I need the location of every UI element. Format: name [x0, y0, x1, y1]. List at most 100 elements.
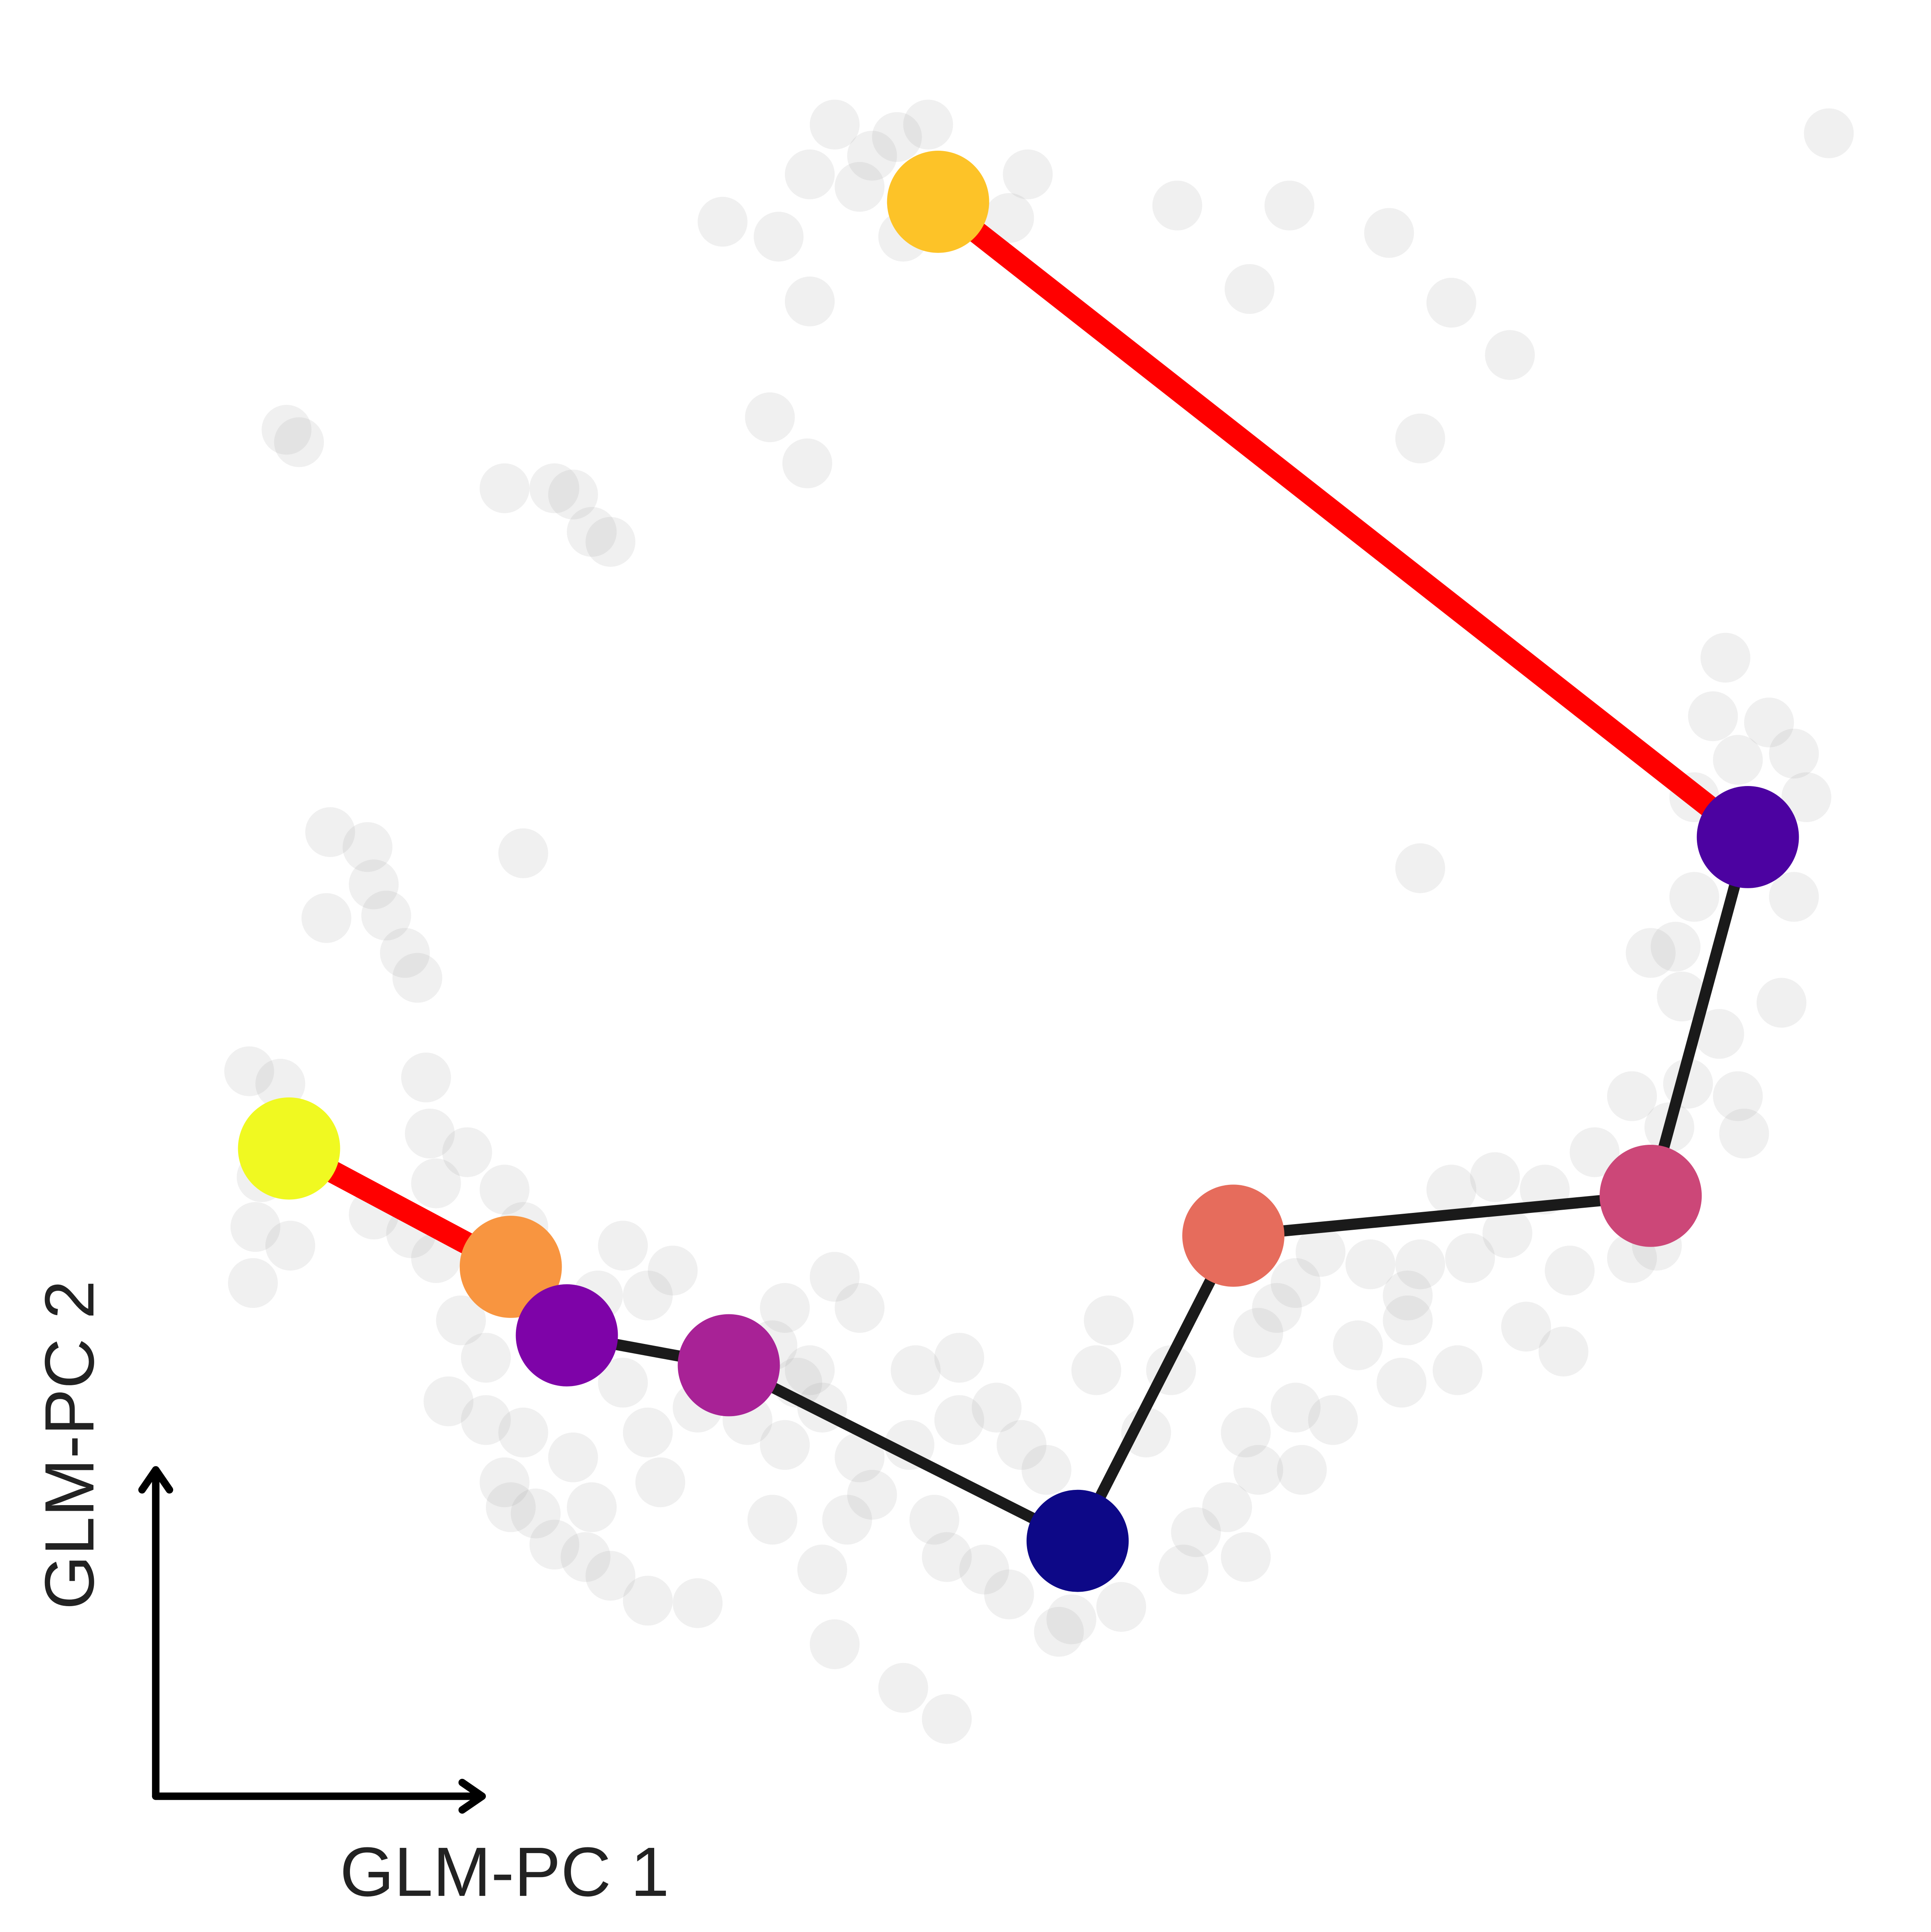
node	[459, 1216, 562, 1318]
cell-point	[1426, 278, 1476, 328]
cell-point	[511, 1488, 561, 1538]
cell-point	[934, 1395, 985, 1445]
cell-point	[1221, 1532, 1271, 1582]
cell-point	[598, 1358, 648, 1408]
cell-point	[1003, 149, 1053, 200]
cell-point	[1694, 1009, 1744, 1059]
cell-point	[305, 807, 355, 857]
cell-point	[1383, 1295, 1433, 1346]
cell-point	[835, 1432, 885, 1483]
cell-point	[1713, 1071, 1763, 1121]
cell-point	[1607, 1071, 1657, 1121]
cell-point	[461, 1333, 511, 1383]
cell-point	[1769, 728, 1819, 779]
cell-point	[934, 1333, 985, 1383]
y-arrow-head	[138, 1466, 174, 1494]
cell-point	[903, 99, 953, 150]
cell-point	[1700, 633, 1751, 683]
cell-point	[1383, 1270, 1433, 1321]
cell-point	[822, 1495, 872, 1545]
cell-point	[1445, 1233, 1495, 1283]
cell-point	[1021, 1445, 1072, 1495]
cell-point	[785, 149, 835, 200]
cell-point	[760, 1420, 810, 1470]
cell-point	[1626, 928, 1676, 978]
nodes	[238, 151, 1799, 1592]
cell-point	[411, 1158, 461, 1209]
cell-point	[1264, 180, 1314, 230]
cell-point	[567, 1482, 617, 1532]
cell-point	[529, 463, 580, 513]
edge	[1233, 1190, 1652, 1241]
cell-point	[1470, 1152, 1520, 1202]
cell-point	[1688, 691, 1738, 742]
cell-point	[909, 1495, 959, 1545]
cell-point	[548, 469, 598, 519]
cell-point	[1744, 697, 1794, 748]
cell-point	[548, 1432, 598, 1483]
cell-point	[442, 1127, 492, 1177]
cell-point	[405, 1108, 455, 1159]
cell-point	[1345, 1239, 1395, 1289]
cell-point	[436, 1295, 486, 1346]
cell-point	[1501, 1301, 1551, 1352]
cell-point	[479, 1457, 530, 1508]
cell-point	[835, 162, 885, 212]
cell-point	[265, 1221, 315, 1271]
cell-point	[585, 517, 635, 567]
cell-point	[1233, 1445, 1283, 1495]
node	[1599, 1144, 1702, 1247]
cell-point	[810, 1619, 860, 1669]
cell-point	[560, 1532, 611, 1582]
cell-point	[1569, 1127, 1620, 1177]
edge	[726, 1360, 1080, 1546]
cell-point	[1221, 1407, 1271, 1457]
cell-point	[479, 1164, 530, 1215]
cell-point	[810, 1252, 860, 1302]
cell-point	[261, 404, 311, 455]
cell-point	[1482, 1208, 1533, 1258]
cell-point	[648, 1245, 698, 1295]
cell-point	[1233, 1308, 1283, 1358]
cell-point	[623, 1576, 673, 1626]
cell-point	[760, 1283, 810, 1333]
cell-point	[567, 507, 617, 557]
cell-point	[1152, 180, 1202, 230]
cell-point	[1046, 1594, 1096, 1645]
cell-point	[342, 822, 392, 872]
node	[1026, 1489, 1129, 1592]
cell-point	[1804, 108, 1854, 158]
cell-point	[997, 1420, 1047, 1470]
cell-point	[274, 417, 324, 467]
cell-point	[745, 392, 795, 443]
node	[887, 151, 989, 253]
cell-point	[461, 1395, 511, 1445]
cell-point	[1669, 872, 1719, 922]
cell-point	[872, 112, 922, 162]
cell-point	[847, 131, 897, 181]
cell-point	[1545, 1245, 1595, 1295]
cell-point	[498, 828, 548, 878]
cell-point	[1539, 1326, 1589, 1376]
cell-point	[835, 1283, 885, 1333]
cell-point	[810, 99, 860, 150]
cell-point	[392, 953, 443, 1003]
cell-point	[922, 1694, 972, 1744]
node	[238, 1097, 340, 1200]
cell-point	[1171, 1507, 1221, 1557]
cell-point	[1202, 1482, 1252, 1532]
node	[516, 1284, 618, 1386]
cell-point	[1071, 1345, 1121, 1395]
cell-point	[361, 890, 411, 941]
cell-point	[635, 1457, 685, 1508]
cell-point	[224, 1046, 274, 1096]
cell-point	[1333, 1320, 1383, 1370]
cell-point	[598, 1221, 648, 1271]
node	[1696, 786, 1799, 888]
cell-point	[785, 276, 835, 327]
cell-point	[1270, 1382, 1321, 1433]
cell-point	[1252, 1283, 1302, 1333]
cell-point	[301, 893, 352, 943]
cell-point	[486, 1482, 536, 1532]
